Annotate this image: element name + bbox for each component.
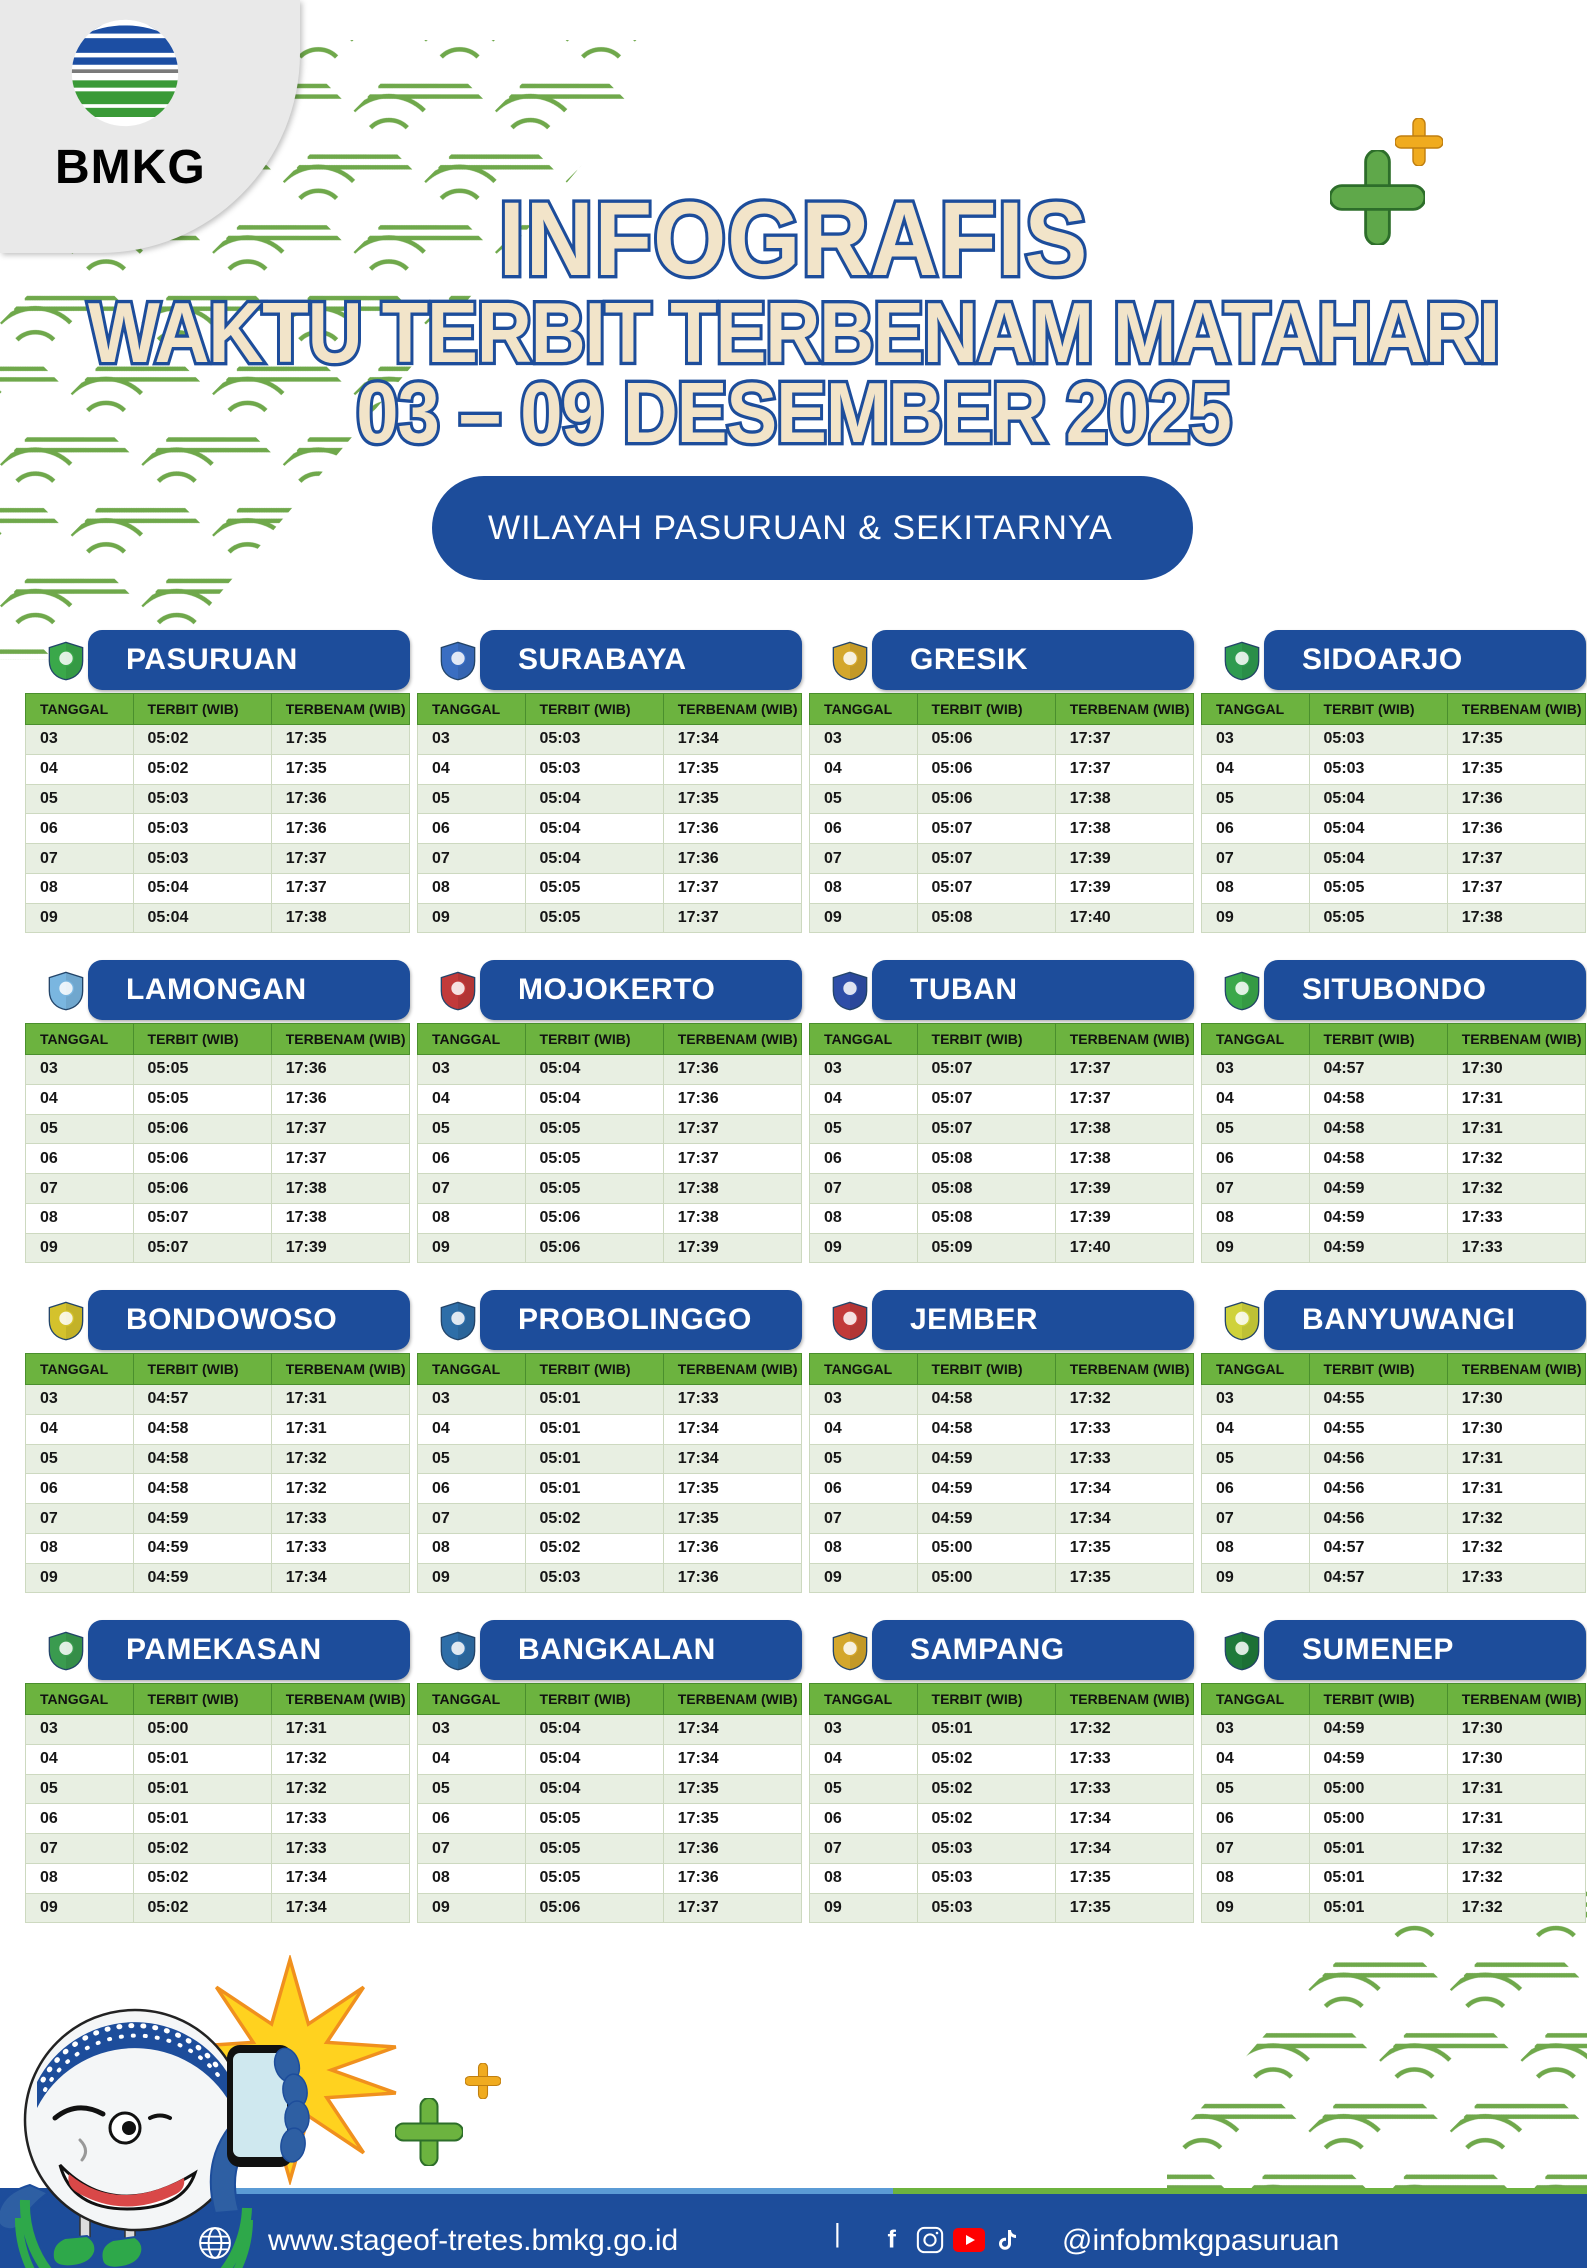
svg-text:f: f xyxy=(887,2226,896,2253)
